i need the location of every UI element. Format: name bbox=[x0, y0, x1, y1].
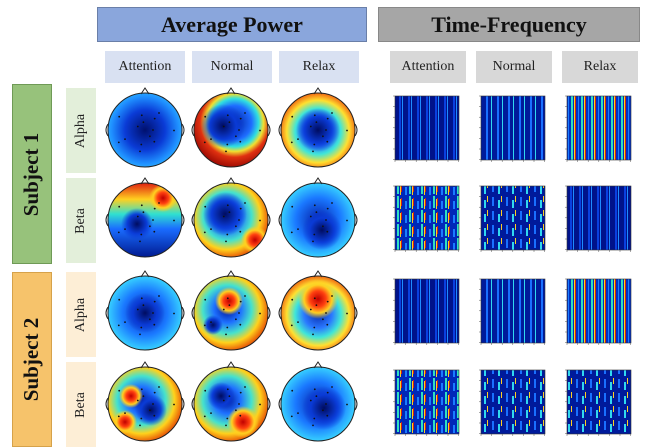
topomap bbox=[278, 87, 358, 168]
topomap bbox=[191, 270, 271, 351]
s2-alpha-label: Alpha bbox=[66, 272, 96, 357]
time-frequency-header: Time-Frequency bbox=[378, 7, 640, 42]
topomap bbox=[105, 87, 185, 168]
s1-beta-label: Beta bbox=[66, 178, 96, 263]
average-power-header: Average Power bbox=[97, 7, 367, 42]
s1-alpha-label: Alpha bbox=[66, 88, 96, 173]
tf-plot bbox=[393, 369, 460, 436]
tf-col-relax: Relax bbox=[562, 51, 638, 83]
topomap bbox=[278, 177, 358, 258]
s2-beta-label: Beta bbox=[66, 362, 96, 447]
power-col-attention: Attention bbox=[105, 51, 185, 83]
tf-plot bbox=[565, 95, 632, 162]
tf-plot bbox=[393, 278, 460, 345]
topomap bbox=[105, 177, 185, 258]
tf-plot bbox=[479, 185, 546, 252]
topomap bbox=[105, 361, 185, 442]
tf-plot bbox=[565, 278, 632, 345]
subject-2-label: Subject 2 bbox=[12, 272, 52, 447]
tf-plot bbox=[565, 369, 632, 436]
topomap bbox=[105, 270, 185, 351]
topomap bbox=[278, 361, 358, 442]
subject-1-label: Subject 1 bbox=[12, 84, 52, 264]
power-col-normal: Normal bbox=[192, 51, 272, 83]
tf-plot bbox=[479, 369, 546, 436]
topomap bbox=[191, 87, 271, 168]
tf-plot bbox=[393, 185, 460, 252]
power-col-relax: Relax bbox=[279, 51, 359, 83]
topomap bbox=[191, 361, 271, 442]
tf-plot bbox=[565, 185, 632, 252]
topomap bbox=[191, 177, 271, 258]
tf-plot bbox=[479, 278, 546, 345]
tf-col-attention: Attention bbox=[390, 51, 466, 83]
tf-col-normal: Normal bbox=[476, 51, 552, 83]
tf-plot bbox=[479, 95, 546, 162]
topomap bbox=[278, 270, 358, 351]
tf-plot bbox=[393, 95, 460, 162]
